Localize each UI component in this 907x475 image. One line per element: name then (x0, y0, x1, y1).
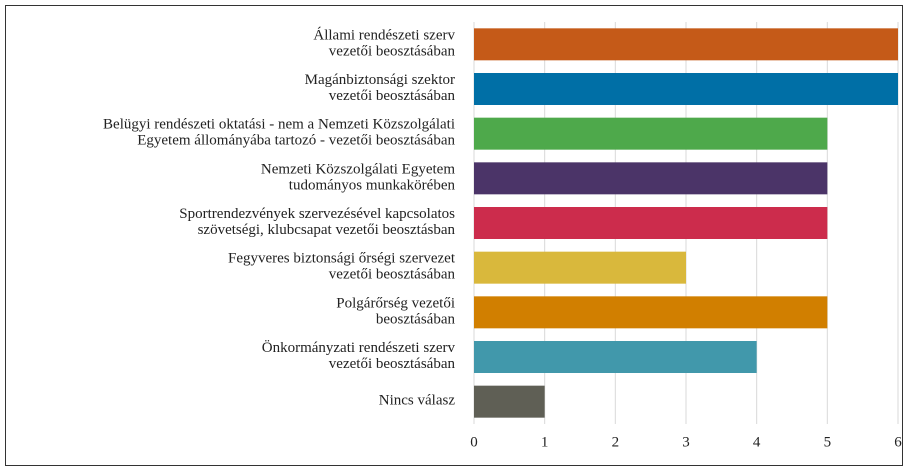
y-tick-label: Állami rendészeti szerv vezetői beosztásá… (313, 27, 455, 60)
y-tick-label: Belügyi rendészeti oktatási - nem a Nemz… (103, 117, 455, 149)
y-tick-label-line: Állami rendészeti szerv (313, 27, 455, 44)
x-tick-label: 3 (682, 434, 690, 450)
y-tick-label-line: szövetségi, klubcsapat vezetői beosztásb… (198, 222, 456, 238)
y-tick-label-line: Önkormányzati rendészeti szerv (262, 339, 456, 356)
y-tick-label-line: Sportrendezvények szervezésével kapcsola… (179, 206, 455, 222)
y-tick-label-line: vezetői beosztásában (329, 44, 456, 60)
x-tick-label: 0 (470, 434, 478, 450)
x-tick-label: 5 (824, 434, 832, 450)
y-tick-label: Polgárőrség vezetői beosztásában (336, 296, 455, 328)
x-tick-label: 1 (541, 434, 549, 450)
y-tick-label-line: tudományos munkakörében (289, 178, 456, 194)
y-tick-label: Önkormányzati rendészeti szerv vezetői be… (262, 339, 456, 372)
y-tick-label-line: Nemzeti Közszolgálati Egyetem (261, 162, 455, 178)
bar (474, 385, 545, 418)
bar (474, 28, 898, 61)
y-tick-label-line: Egyetem állományába tartozó - vezetői be… (137, 133, 455, 149)
bar (474, 73, 898, 105)
y-tick-label-line: Nincs válasz (379, 393, 456, 409)
bar (474, 296, 828, 329)
bar (474, 341, 757, 373)
y-tick-label: Fegyveres biztonsági őrségi szervezet vez… (228, 251, 456, 283)
y-tick-label-line: vezetői beosztásában (329, 356, 456, 372)
bar (474, 207, 828, 239)
y-tick-label-line: vezetői beosztásában (329, 88, 456, 104)
y-tick-label: Nincs válasz (379, 393, 456, 409)
y-tick-label: Magánbiztonsági szektor vezetői beosztásá… (305, 72, 456, 104)
bar (474, 251, 686, 284)
x-tick-label: 2 (612, 434, 620, 450)
y-tick-label-line: Belügyi rendészeti oktatási - nem a Nemz… (103, 117, 455, 133)
y-tick-label-line: vezetői beosztásában (329, 267, 456, 283)
y-tick-label-line: Magánbiztonsági szektor (305, 72, 455, 88)
y-tick-label: Sportrendezvények szervezésével kapcsola… (179, 206, 455, 238)
y-tick-label: Nemzeti Közszolgálati Egyetem tudományos … (261, 162, 456, 194)
bar (474, 117, 828, 150)
x-tick-label: 4 (753, 434, 761, 450)
y-tick-label-line: Fegyveres biztonsági őrségi szervezet (228, 251, 456, 267)
x-tick-label: 6 (894, 434, 902, 450)
bar (474, 162, 828, 195)
y-tick-label-line: beosztásában (376, 312, 456, 328)
y-tick-label-line: Polgárőrség vezetői (336, 296, 455, 312)
